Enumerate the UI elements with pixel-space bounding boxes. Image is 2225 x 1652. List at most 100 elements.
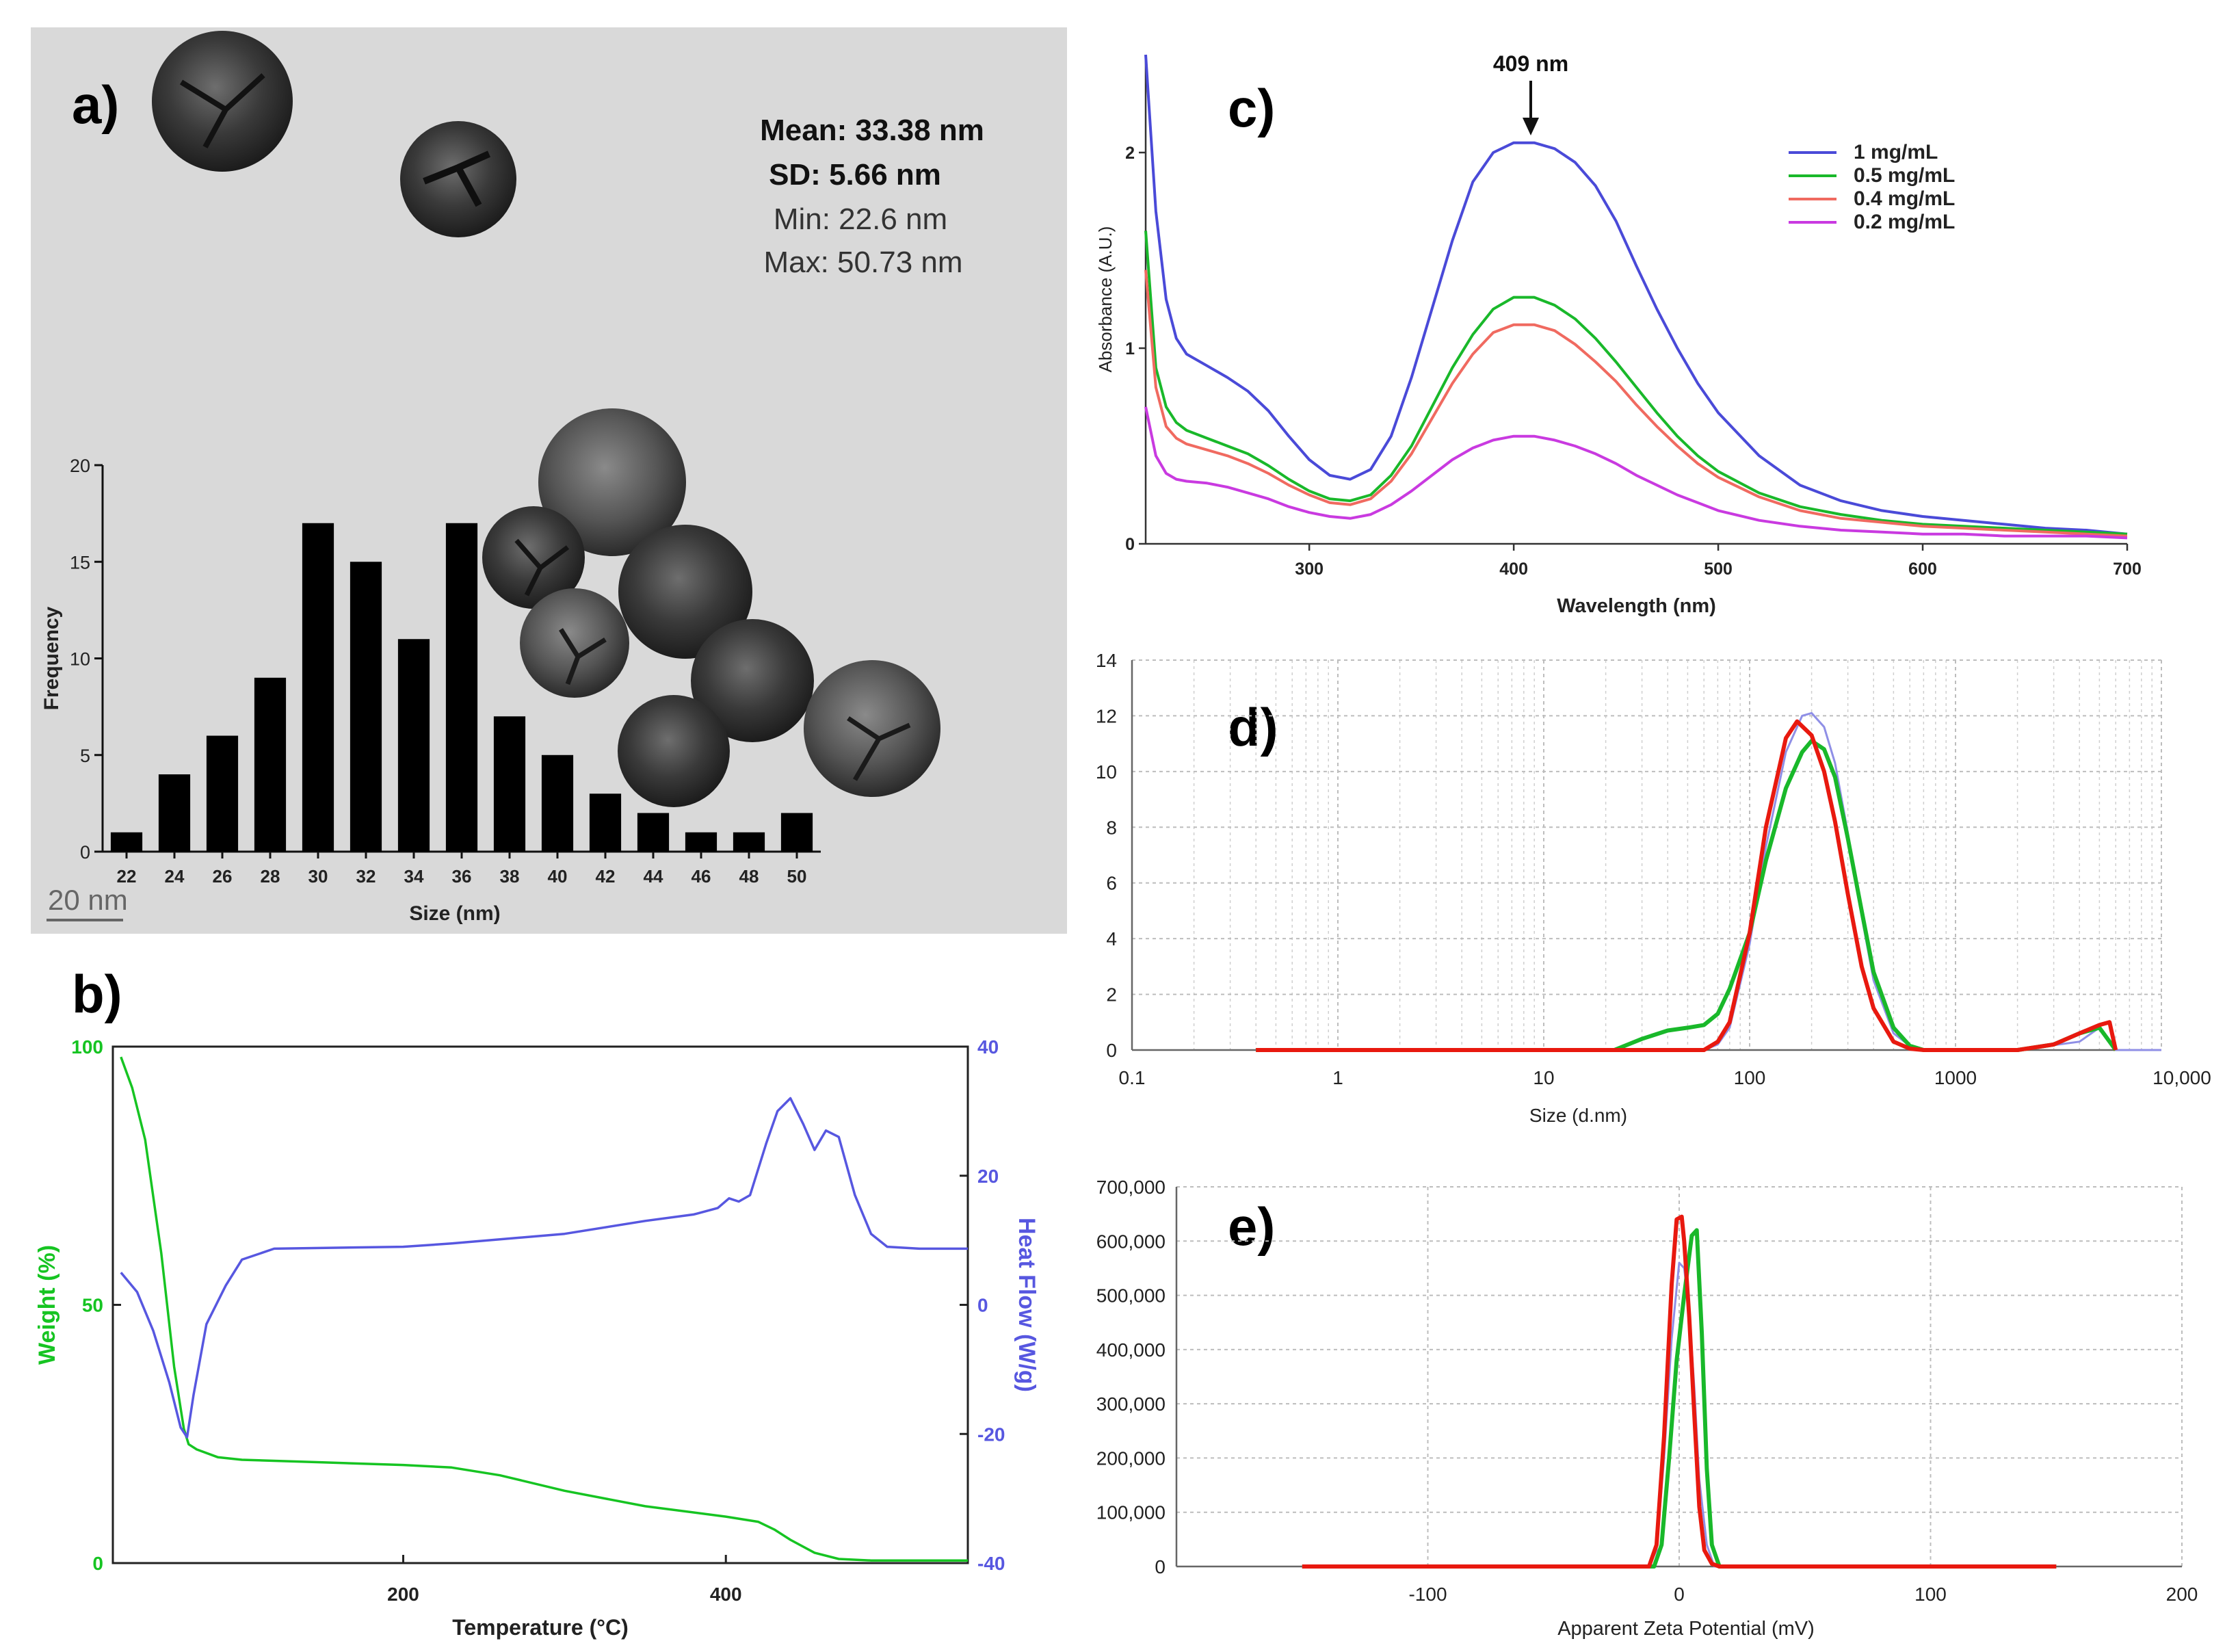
dls-y-tick-label: 12	[1096, 705, 1117, 726]
heatflow-y-tick-label: 0	[977, 1295, 988, 1316]
stat-sd: SD: 5.66 nm	[769, 158, 941, 192]
panel-d: d) 0 2 4 6 8 10 12 14 0.1 1 10 100 1000 10,000 Size (d…	[1096, 650, 2211, 1126]
heatflow-y-tick-label: 40	[977, 1036, 999, 1058]
stat-max: Max: 50.73 nm	[763, 246, 962, 279]
dls-y-tick-label: 6	[1106, 873, 1117, 894]
heatflow-y-tick-label: -20	[977, 1424, 1005, 1445]
dls-y-tick-label: 8	[1106, 817, 1117, 838]
histogram-x-tick-label: 28	[261, 866, 280, 887]
uv-x-tick-label: 700	[2113, 560, 2142, 579]
stat-mean: Mean: 33.38 nm	[760, 114, 984, 147]
uv-y-label: Absorbance (A.U.)	[1095, 226, 1116, 373]
histogram-bar	[685, 832, 717, 852]
uv-x-tick-label: 400	[1499, 560, 1528, 579]
histogram-bar	[733, 832, 765, 852]
histogram-x-tick-label: 30	[308, 866, 328, 887]
panel-c: c) 300 400 500 600 700 0 1 2 1 mg/mL0.5 mg/mL0.4…	[1095, 51, 2142, 617]
nanoparticle	[152, 31, 293, 172]
histogram-x-tick-label: 48	[739, 866, 759, 887]
histogram-x-tick-label: 32	[356, 866, 376, 887]
zeta-y-tick-label: 0	[1155, 1556, 1166, 1577]
dls-y-tick-label: 10	[1096, 761, 1117, 783]
panel-b: b) 200 400 0 50 100 -40 -20 0 20 40 Temperature (°…	[34, 964, 1040, 1640]
histogram-y-tick-label: 0	[80, 842, 90, 863]
histogram-bar	[541, 755, 574, 852]
nanoparticle	[691, 619, 814, 742]
tga-dsc-plot: 200 400 0 50 100 -40 -20 0 20 40 Temperature (°C) W…	[34, 1036, 1040, 1640]
histogram-x-tick-label: 36	[452, 866, 472, 887]
histogram-y-tick-label: 5	[80, 746, 90, 766]
panel-d-label: d)	[1228, 697, 1278, 757]
histogram-x-tick-label: 42	[596, 866, 616, 887]
zeta-x-tick-label: -100	[1408, 1584, 1447, 1605]
histogram-bar	[302, 523, 334, 852]
histogram-y-label: Frequency	[40, 606, 63, 710]
dls-size-plot: 0 2 4 6 8 10 12 14 0.1 1 10 100 1000 10,000 Size (d.nm…	[1096, 650, 2211, 1126]
tga-y-tick-label: 50	[82, 1295, 103, 1316]
histogram-y-tick-label: 20	[70, 456, 90, 476]
heatflow-y-tick-label: 20	[977, 1166, 999, 1187]
zeta-plot: 0 100,000 200,000 300,000 400,000 500,000 600,…	[1096, 1177, 2198, 1640]
panel-e: e) 0 100,000 200,000 300,000 400,000 500,000 6…	[1096, 1177, 2198, 1640]
histogram-x-tick-label: 34	[404, 866, 424, 887]
nanoparticle-facet	[179, 73, 265, 148]
histogram-bar	[637, 813, 670, 852]
histogram-bar	[254, 677, 287, 852]
zeta-y-tick-label: 500,000	[1096, 1285, 1166, 1307]
histogram-x-tick-label: 46	[692, 866, 711, 887]
uv-x-label: Wavelength (nm)	[1557, 595, 1716, 617]
zeta-x-tick-label: 0	[1674, 1584, 1685, 1605]
panel-a: a) Mean: 33.38 nm SD: 5.66 nm Min: 22.6 …	[31, 27, 1067, 934]
tga-x-tick-label: 200	[387, 1584, 419, 1605]
tem-particles	[152, 31, 940, 807]
uv-x-tick-label: 600	[1908, 560, 1937, 579]
dls-x-tick-label: 1	[1332, 1067, 1343, 1088]
dls-x-tick-label: 1000	[1934, 1067, 1977, 1088]
zeta-y-tick-label: 300,000	[1096, 1393, 1166, 1415]
histogram-bar	[589, 794, 622, 852]
weight-line	[120, 1056, 968, 1562]
tga-x-label: Temperature (°C)	[452, 1615, 629, 1640]
tga-x-tick-label: 400	[710, 1584, 742, 1605]
scale-bar: 20 nm	[47, 884, 128, 921]
dls-y-tick-label: 2	[1106, 984, 1117, 1006]
heatflow-y-tick-label: -40	[977, 1553, 1005, 1574]
size-statistics: Mean: 33.38 nm SD: 5.66 nm Min: 22.6 nm …	[760, 114, 984, 279]
nanoparticle	[618, 695, 730, 807]
histogram-x-tick-label: 50	[787, 866, 807, 887]
histogram-plot: 0 5 10 15 20 22 24 26 28 30 32 34 36 38 40 42 44 46 48 50 Si…	[40, 456, 821, 925]
dls-series-line	[1256, 739, 2118, 1052]
nanoparticle-facet	[559, 628, 607, 685]
zeta-x-label: Apparent Zeta Potential (mV)	[1557, 1618, 1815, 1640]
heatflow-y-label: Heat Flow (W/g)	[1014, 1218, 1040, 1392]
tga-y-tick-label: 0	[92, 1553, 103, 1574]
dls-series-line	[1256, 719, 2118, 1052]
peak-arrow-head	[1523, 118, 1539, 135]
nanoparticle-facet	[423, 150, 491, 207]
uv-series-line	[1144, 54, 2128, 536]
uv-x-tick-label: 300	[1295, 560, 1324, 579]
peak-annotation-label: 409 nm	[1493, 51, 1568, 76]
legend-label: 0.5 mg/mL	[1854, 164, 1955, 187]
nanoparticle	[400, 121, 516, 237]
histogram-bar	[780, 813, 813, 852]
histogram-x-tick-label: 38	[500, 866, 520, 887]
histogram-bar	[350, 562, 382, 852]
uv-series-line	[1144, 406, 2128, 540]
panel-a-label: a)	[72, 75, 119, 135]
zeta-x-tick-label: 200	[2166, 1584, 2198, 1605]
panel-e-label: e)	[1228, 1196, 1275, 1257]
dls-y-tick-label: 0	[1106, 1040, 1117, 1061]
zeta-y-tick-label: 100,000	[1096, 1502, 1166, 1523]
zeta-series-line	[1302, 1228, 2057, 1569]
panel-b-label: b)	[72, 964, 122, 1024]
uv-series-line	[1144, 270, 2128, 538]
nanoparticle-facet	[847, 716, 911, 781]
nanoparticle	[538, 408, 686, 556]
histogram-x-tick-label: 44	[644, 866, 663, 887]
uv-y-tick-label: 1	[1125, 339, 1135, 358]
uv-y-tick-label: 0	[1125, 535, 1135, 554]
nanoparticle	[804, 660, 940, 797]
uv-x-tick-label: 500	[1704, 560, 1733, 579]
